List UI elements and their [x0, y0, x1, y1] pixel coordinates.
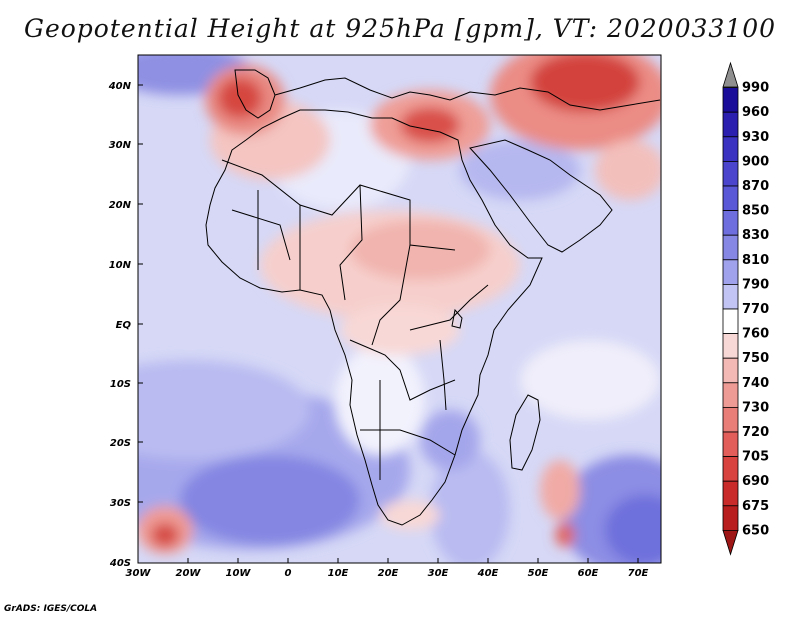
colorbar-label: 990 — [742, 81, 769, 96]
lon-tick: 30E — [428, 568, 449, 579]
lat-tick: 30S — [110, 498, 131, 509]
colorbar-label: 760 — [742, 327, 769, 342]
longitude-axis: 30W 20W 10W 0 10E 20E 30E 40E 50E 60E 70… — [126, 558, 649, 579]
colorbar-swatch — [722, 283, 739, 310]
colorbar-swatch — [722, 308, 739, 335]
colorbar-label: 900 — [742, 154, 769, 169]
colorbar-swatch — [722, 456, 739, 482]
lon-tick: 0 — [285, 568, 292, 579]
colorbar-label: 650 — [742, 523, 769, 538]
lon-tick: 40E — [477, 568, 499, 579]
colorbar-label: 790 — [742, 277, 769, 292]
colorbar-swatch — [722, 480, 739, 507]
colorbar-swatch — [722, 234, 739, 261]
height-field — [138, 55, 661, 563]
colorbar-label: 850 — [742, 204, 769, 219]
lat-tick: 10S — [110, 379, 131, 390]
colorbar-label: 705 — [742, 450, 769, 465]
lon-tick: 50E — [528, 568, 549, 579]
colorbar-label: 930 — [742, 130, 769, 145]
colorbar-swatch — [722, 431, 739, 458]
plot-frame — [137, 54, 662, 564]
colorbar-label: 870 — [742, 179, 769, 194]
colorbar-swatch — [722, 505, 739, 531]
colorbar-swatch — [722, 111, 739, 138]
lon-tick: 30W — [126, 568, 152, 579]
colorbar-swatch — [722, 136, 739, 162]
map-title: Geopotential Height at 925hPa [gpm], VT:… — [23, 14, 777, 43]
lat-tick: 20N — [109, 200, 132, 211]
lon-tick: 10W — [226, 568, 252, 579]
colorbar-swatch — [722, 259, 739, 285]
lon-tick: 20W — [176, 568, 202, 579]
lon-tick: 60E — [578, 568, 599, 579]
lat-tick: 40N — [108, 81, 132, 92]
colorbar-label: 770 — [742, 302, 769, 317]
colorbar-swatch — [722, 185, 739, 212]
colorbar-label: 720 — [742, 425, 769, 440]
colorbar-label: 690 — [742, 474, 769, 489]
lon-tick: 20E — [378, 568, 399, 579]
colorbar-label: 730 — [742, 400, 769, 415]
lat-tick: EQ — [116, 320, 132, 331]
lat-tick: 30N — [109, 140, 132, 151]
colorbar-swatch — [722, 87, 739, 113]
lon-tick: 70E — [628, 568, 649, 579]
colorbar-label: 750 — [742, 351, 769, 366]
colorbar-swatch — [722, 333, 739, 359]
colorbar-swatch — [722, 160, 739, 187]
colorbar-label: 740 — [742, 376, 769, 391]
coastlines — [205, 69, 661, 526]
grads-credit: GrADS: IGES/COLA — [4, 604, 98, 614]
colorbar-swatch — [722, 357, 739, 384]
colorbar-swatch — [722, 61, 739, 88]
colorbar-label: 675 — [742, 499, 769, 514]
colorbar-swatch — [722, 382, 739, 408]
colorbar-label: 960 — [742, 105, 769, 120]
colorbar-label: 830 — [742, 228, 769, 243]
colorbar-swatch — [722, 406, 739, 433]
lat-tick: 40S — [109, 558, 131, 569]
latitude-axis: 40N 30N 20N 10N EQ 10S 20S 30S 40S — [108, 81, 143, 569]
lat-tick: 10N — [109, 260, 132, 271]
colorbar-label: 810 — [742, 253, 769, 268]
colorbar-swatch — [722, 210, 739, 236]
lat-tick: 20S — [110, 438, 131, 449]
colorbar: 990 960 930 900 870 850 830 810 790 770 760 750 740 7… — [722, 61, 769, 556]
colorbar-swatch — [722, 530, 739, 556]
lon-tick: 10E — [328, 568, 349, 579]
